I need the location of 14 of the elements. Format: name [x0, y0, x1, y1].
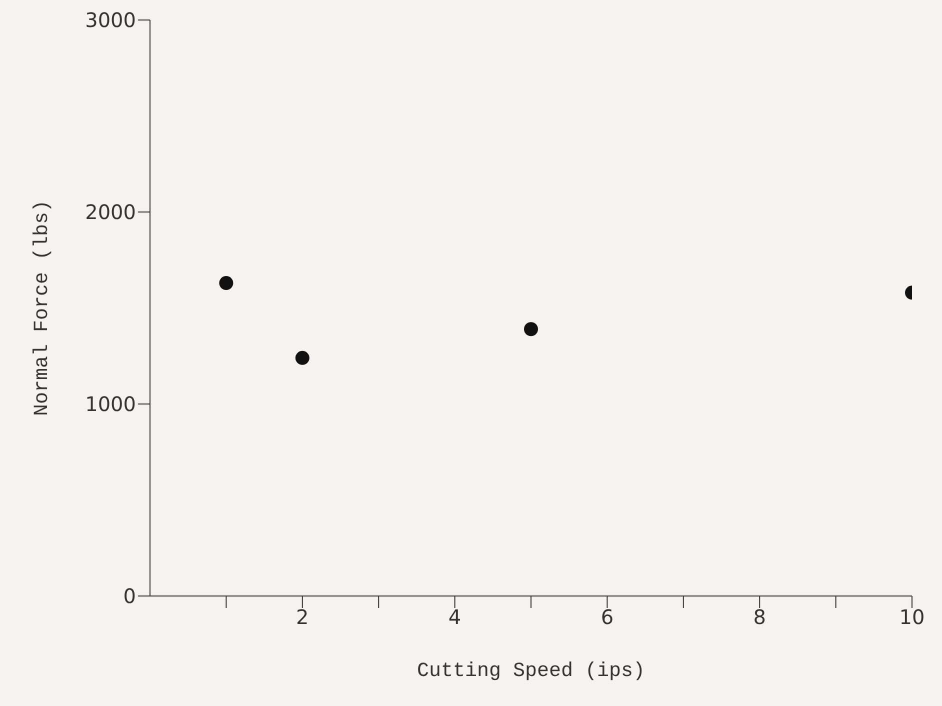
point — [219, 276, 234, 290]
point — [295, 350, 310, 365]
y-tick-label: 1000 — [85, 392, 136, 416]
x-tick-label: 10 — [899, 605, 925, 630]
x-tick-label: 6 — [600, 605, 614, 630]
y-tick-label: 2000 — [85, 200, 136, 224]
x-tick-label: 2 — [296, 605, 309, 630]
point — [524, 322, 538, 336]
y-tick-label: 3000 — [85, 8, 136, 32]
y-axis-title: Normal Force (lbs) — [31, 200, 54, 416]
x-tick-label: 8 — [753, 605, 766, 630]
y-tick-label: 0 — [123, 584, 136, 608]
x-tick-label: 4 — [448, 605, 462, 630]
x-axis-title: Cutting Speed (ips) — [416, 660, 646, 683]
